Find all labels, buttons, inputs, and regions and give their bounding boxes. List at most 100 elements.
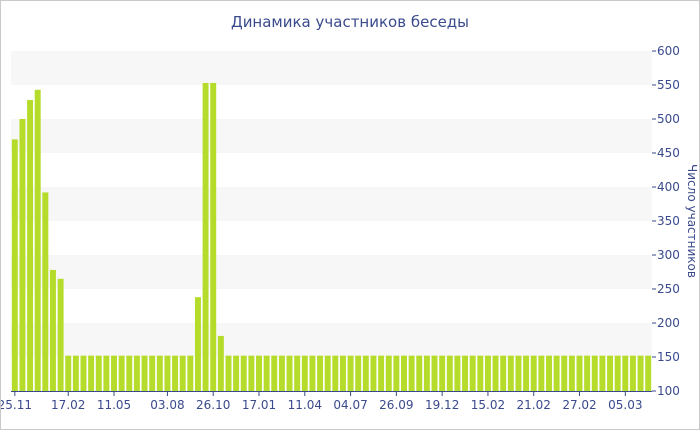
bar [225,355,232,391]
bar [263,355,270,391]
background-band [11,51,652,85]
bar [179,355,186,391]
bar [622,355,629,391]
bar [477,355,484,391]
y-ticks: 100 150 200 250 300 350 400 450 500 550 600 [652,44,680,398]
x-tick-label: 17.01 [242,398,276,412]
bar [217,335,224,391]
bar [645,355,652,391]
x-tick-label: 05.03 [608,398,642,412]
bar [378,355,385,391]
bar [156,355,163,391]
y-tick-label: 250 [657,282,680,296]
y-tick-label: 350 [657,214,680,228]
bar [278,355,285,391]
x-tick-label: 04.07 [333,398,367,412]
bar [492,355,499,391]
background-band [11,255,652,289]
bar [88,355,95,391]
bar [164,355,171,391]
bar [584,355,591,391]
y-tick-label: 600 [657,44,680,58]
bar [355,355,362,391]
bar [423,355,430,391]
bar [256,355,262,391]
bar [49,269,56,391]
x-tick-label: 03.08 [150,398,184,412]
bar [614,355,621,391]
bar [80,355,87,391]
bar [332,355,339,391]
bar [385,355,392,391]
bar [194,297,201,391]
bar [347,355,354,391]
bar [11,139,18,391]
bar [301,355,308,391]
bar [507,355,514,391]
bar [607,355,613,391]
bar [637,355,644,391]
x-tick-label: 27.02 [562,398,596,412]
x-tick-label: 26.09 [379,398,413,412]
bar [599,355,606,391]
x-tick-label: 11.04 [288,398,322,412]
background-bands [11,51,652,357]
x-tick-label: 11.05 [97,398,131,412]
bar [172,355,179,391]
bar [294,355,301,391]
bar [431,355,438,391]
x-tick-label: 15.02 [471,398,505,412]
bar [309,355,316,391]
bar [202,82,209,392]
background-band [11,187,652,221]
bar [553,355,560,391]
bar [591,355,598,391]
y-tick-label: 450 [657,146,680,160]
bar [34,89,41,391]
y-tick-label: 550 [657,78,680,92]
x-tick-label: 26.10 [196,398,230,412]
y-axis-label: Число участников [685,164,699,278]
bar [454,355,461,391]
bar [233,355,240,391]
bar [484,355,491,391]
background-band [11,119,652,153]
bar [546,355,552,391]
bar [240,355,247,391]
bar [324,355,331,391]
bar [469,355,476,391]
bar [446,355,453,391]
y-tick-label: 100 [657,384,680,398]
bar [416,355,423,391]
bars [11,82,652,392]
background-band [11,323,652,357]
bar [530,355,537,391]
bar [523,355,530,391]
bar [118,355,125,391]
x-tick-label: 17.02 [51,398,85,412]
bar [19,119,26,391]
bar [538,355,545,391]
bar [629,355,636,391]
bar [210,82,217,392]
bar [462,355,469,391]
bar [317,355,324,391]
x-tick-label: 25.11 [1,398,32,412]
x-tick-label: 21.02 [517,398,551,412]
bar [561,355,568,391]
bar [408,355,415,391]
bar [187,355,194,391]
x-tick-label: 19.12 [425,398,459,412]
y-tick-label: 200 [657,316,680,330]
y-tick-label: 150 [657,350,680,364]
x-ticks: 25.11 17.02 11.05 03.08 26.10 17.01 11.04 04.07… [1,391,642,412]
bar [370,355,377,391]
bar [57,278,64,391]
bar [393,355,400,391]
bar [27,99,34,392]
y-tick-label: 300 [657,248,680,262]
bar [286,355,293,391]
bar [439,355,446,391]
